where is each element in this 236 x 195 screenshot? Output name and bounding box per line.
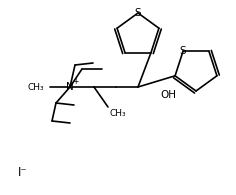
Text: CH₃: CH₃ bbox=[27, 82, 44, 91]
Text: N: N bbox=[66, 82, 74, 92]
Text: +: + bbox=[72, 77, 78, 87]
Text: S: S bbox=[135, 8, 141, 18]
Text: I⁻: I⁻ bbox=[18, 167, 28, 180]
Text: S: S bbox=[180, 46, 186, 56]
Text: CH₃: CH₃ bbox=[110, 110, 127, 119]
Text: OH: OH bbox=[160, 90, 176, 100]
